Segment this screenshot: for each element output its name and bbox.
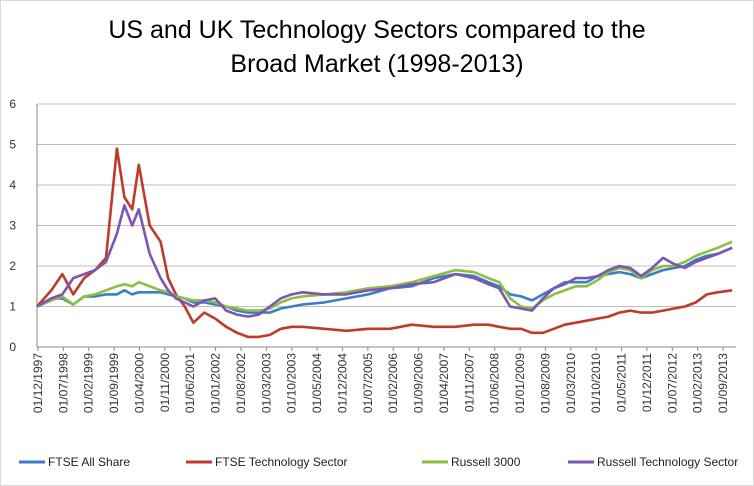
- x-tick-label: 01/07/2005: [361, 353, 375, 413]
- x-tick-label: 01/11/2000: [158, 353, 172, 412]
- x-tick-label: 01/10/2010: [589, 353, 603, 413]
- y-tick-label: 3: [9, 219, 16, 233]
- x-tick-label: 01/03/2003: [259, 353, 273, 413]
- x-tick-label: 01/02/2013: [691, 353, 705, 413]
- x-tick-label: 01/09/2006: [412, 353, 426, 413]
- legend-label-2: FTSE Technology Sector: [215, 455, 348, 469]
- x-tick-label: 01/01/2002: [209, 353, 223, 413]
- y-tick-label: 0: [9, 340, 16, 354]
- chart-title-line-2: Broad Market (1998-2013): [230, 50, 524, 78]
- y-tick-label: 5: [9, 138, 16, 152]
- x-tick-label: 01/12/2011: [640, 353, 654, 412]
- x-tick-label: 01/01/2009: [513, 353, 527, 413]
- x-tick-label: 01/03/2010: [564, 353, 578, 413]
- x-tick-label: 01/07/2012: [665, 353, 679, 413]
- x-tick-label: 01/02/1999: [82, 353, 96, 413]
- y-tick-label: 6: [9, 97, 16, 111]
- x-tick-label: 01/08/2002: [234, 353, 248, 413]
- series-line-4: [36, 204, 733, 318]
- y-tick-label: 2: [9, 259, 16, 273]
- series-line-3: [36, 240, 733, 312]
- x-tick-label: 01/10/2003: [285, 353, 299, 413]
- series-line-1: [36, 246, 733, 314]
- chart-title: US and UK Technology Sectors compared to…: [1, 13, 753, 81]
- x-tick-label: 01/05/2011: [615, 353, 629, 412]
- y-tick-label: 4: [9, 178, 16, 192]
- x-tick-label: 01/06/2008: [488, 353, 502, 413]
- x-tick-label: 01/09/2013: [716, 353, 730, 413]
- x-tick-label: 01/07/1998: [56, 353, 70, 413]
- legend-label-1: FTSE All Share: [48, 455, 130, 469]
- x-tick-label: 01/02/2006: [386, 353, 400, 413]
- x-tick-label: 01/09/1999: [107, 353, 121, 413]
- y-tick-label: 1: [9, 300, 16, 314]
- legend-label-4: Russell Technology Sector: [597, 455, 738, 469]
- x-tick-label: 01/11/2007: [462, 353, 476, 412]
- x-tick-label: 01/12/1997: [31, 353, 45, 413]
- series-line-2: [36, 147, 733, 339]
- x-tick-label: 01/12/2004: [335, 353, 349, 413]
- x-tick-label: 01/04/2007: [437, 353, 451, 413]
- chart-title-line-1: US and UK Technology Sectors compared to…: [108, 16, 646, 44]
- legend-label-3: Russell 3000: [451, 455, 521, 469]
- x-tick-label: 01/05/2004: [310, 353, 324, 413]
- x-tick-label: 01/04/2000: [132, 353, 146, 413]
- x-tick-label: 01/06/2001: [183, 353, 197, 413]
- x-tick-label: 01/08/2009: [538, 353, 552, 413]
